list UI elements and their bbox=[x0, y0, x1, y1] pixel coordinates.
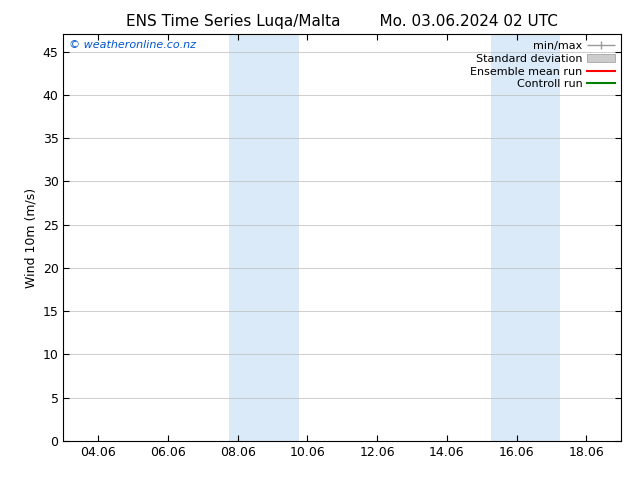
Y-axis label: Wind 10m (m/s): Wind 10m (m/s) bbox=[24, 188, 37, 288]
Bar bbox=[229, 34, 299, 441]
Title: ENS Time Series Luqa/Malta        Mo. 03.06.2024 02 UTC: ENS Time Series Luqa/Malta Mo. 03.06.202… bbox=[126, 14, 559, 29]
Bar bbox=[491, 34, 560, 441]
Legend: min/max, Standard deviation, Ensemble mean run, Controll run: min/max, Standard deviation, Ensemble me… bbox=[466, 37, 619, 94]
Text: © weatheronline.co.nz: © weatheronline.co.nz bbox=[69, 40, 196, 50]
